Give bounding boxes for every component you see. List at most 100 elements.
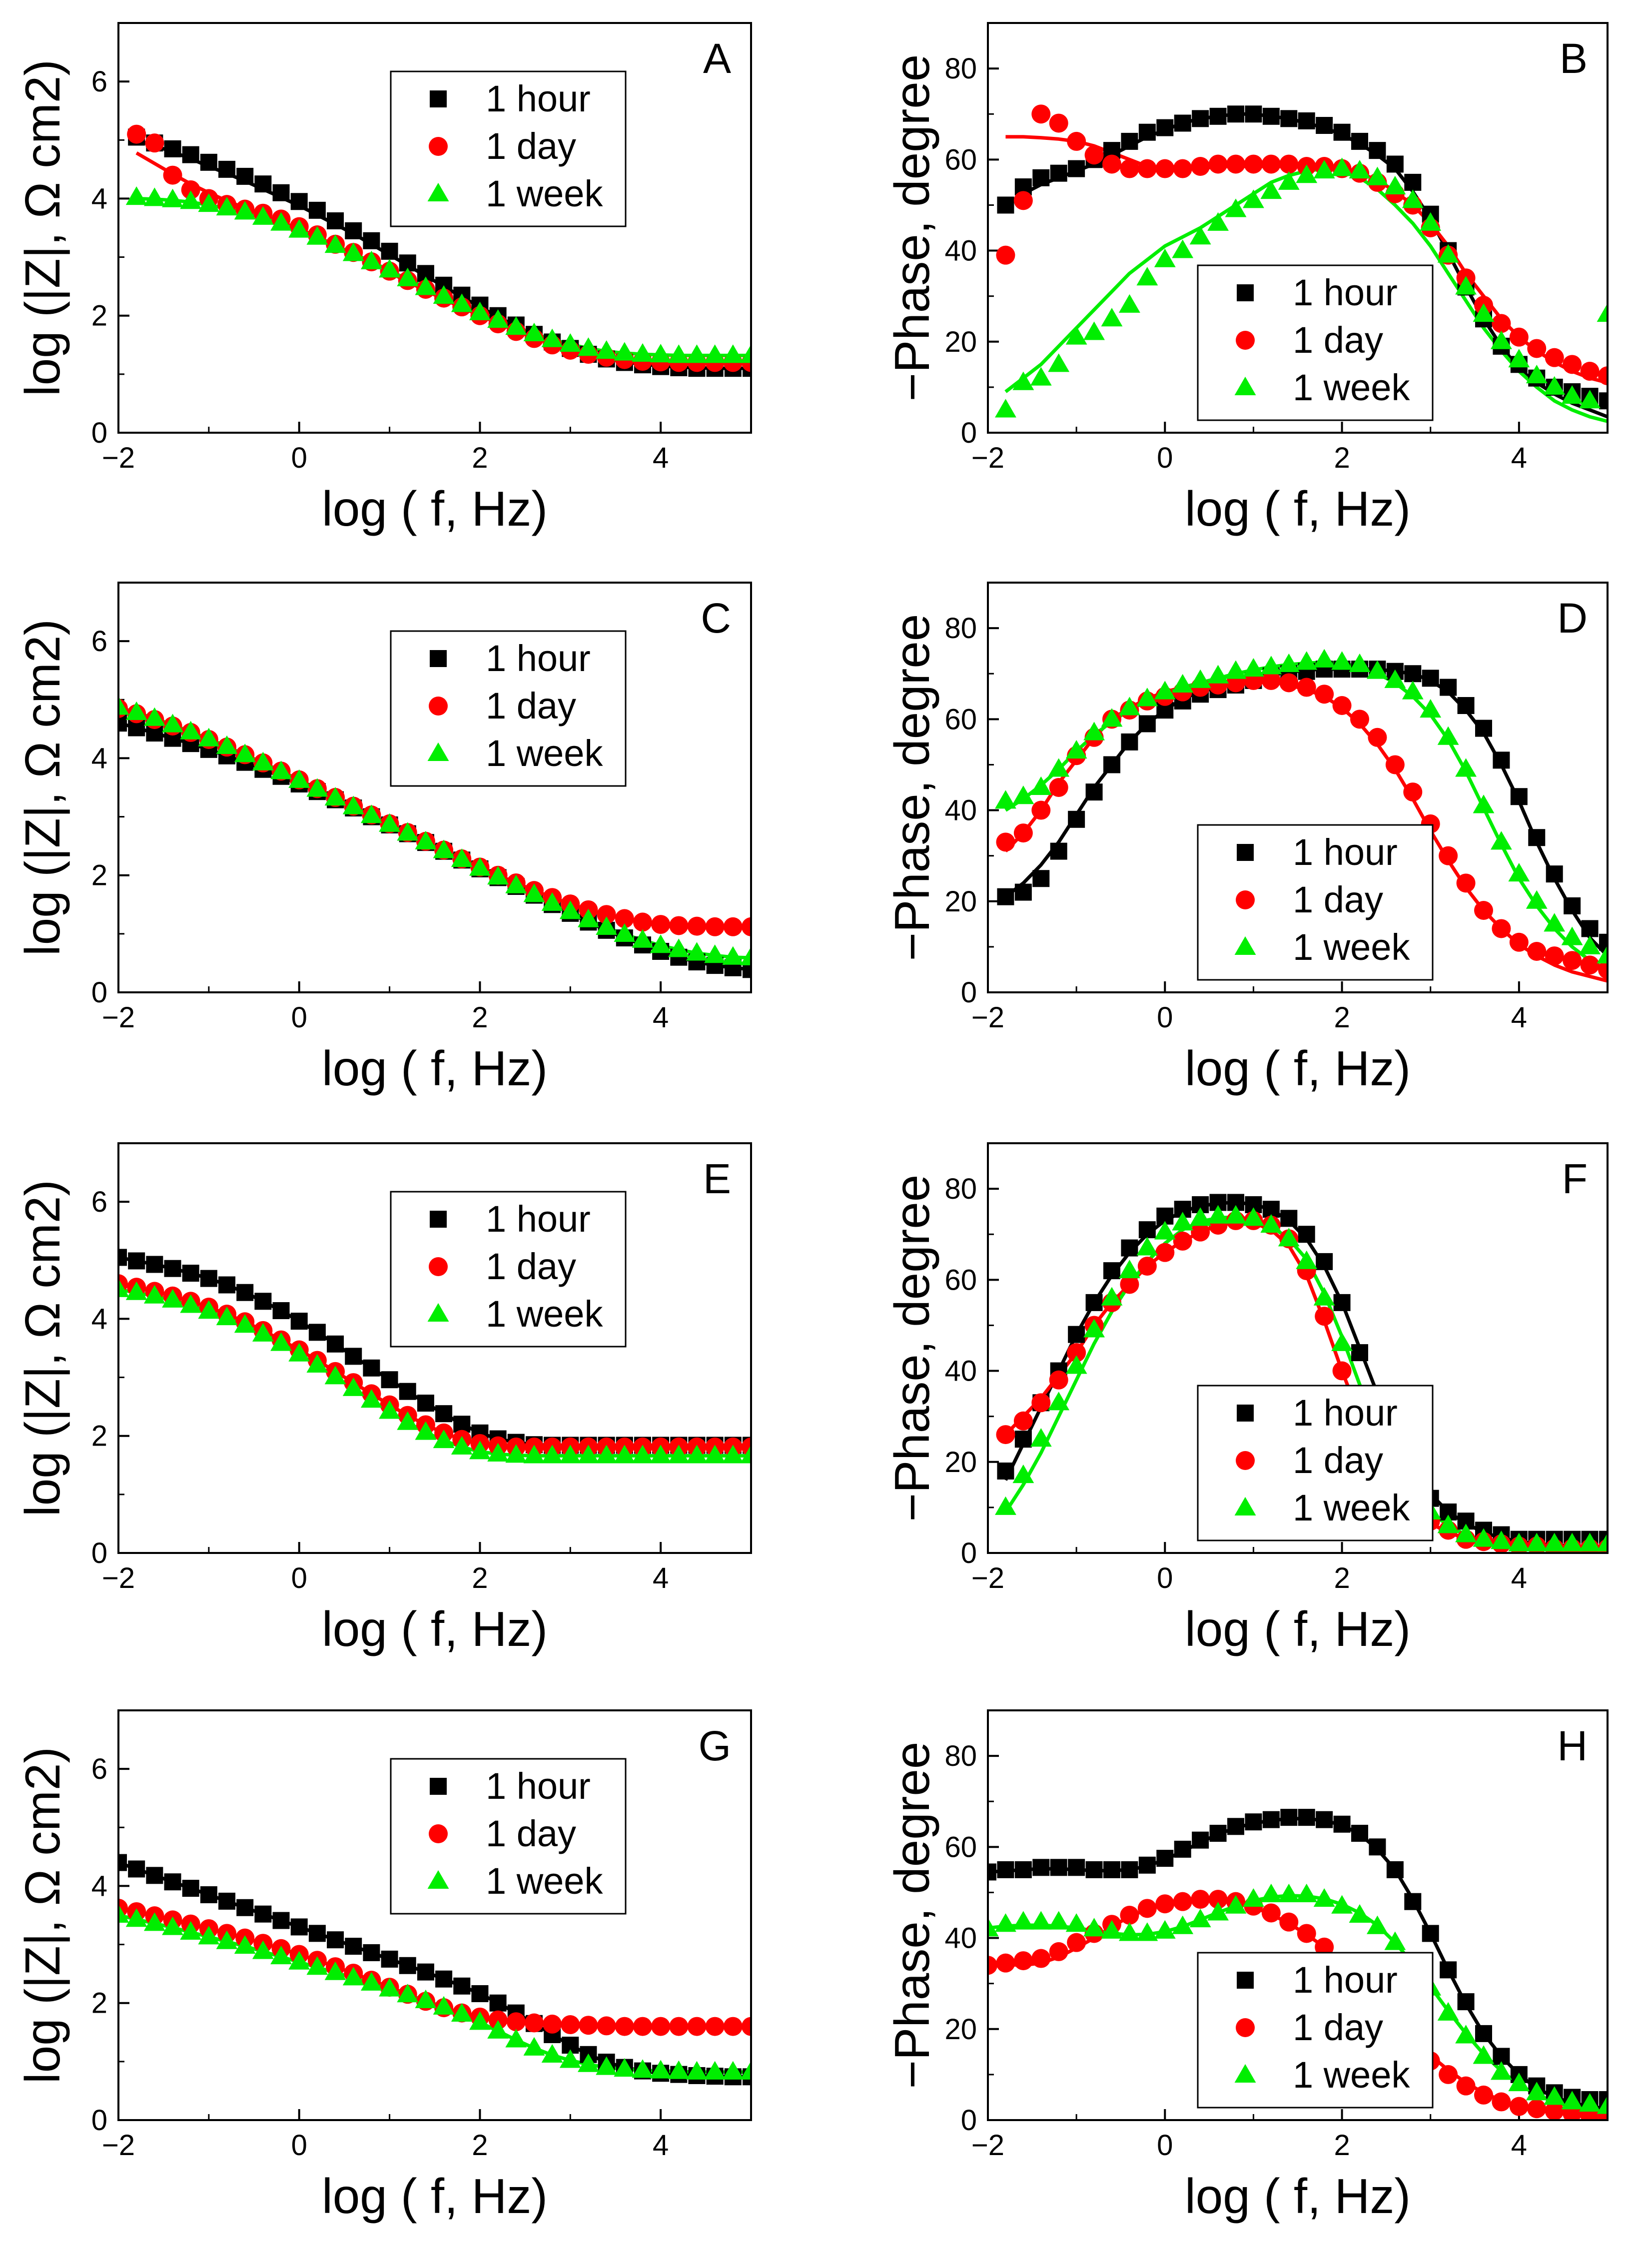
data-point-1-week bbox=[1544, 913, 1566, 932]
legend-label: 1 hour bbox=[1293, 1392, 1398, 1434]
legend-marker-1-hour bbox=[430, 1211, 447, 1228]
data-point-1-day bbox=[742, 917, 751, 936]
data-point-1-hour bbox=[1280, 1809, 1298, 1826]
data-point-1-week bbox=[1526, 2082, 1548, 2101]
x-axis-title-text: log ( f, Hz) bbox=[322, 1041, 548, 1096]
data-point-1-week bbox=[1119, 1259, 1140, 1279]
data-point-1-hour bbox=[417, 1395, 434, 1412]
data-point-1-week bbox=[650, 344, 672, 363]
data-point-1-week bbox=[360, 1972, 382, 1991]
data-point-1-day bbox=[1049, 113, 1068, 133]
data-point-1-day bbox=[1137, 1257, 1157, 1276]
data-point-1-week bbox=[270, 1946, 292, 1965]
data-point-1-hour bbox=[1457, 1993, 1475, 2011]
data-point-1-week bbox=[1331, 651, 1353, 670]
y-tick-label: 80 bbox=[944, 52, 977, 85]
x-tick-label: 4 bbox=[653, 1001, 669, 1034]
data-point-1-week bbox=[143, 187, 165, 206]
x-tick-label: 2 bbox=[1334, 1001, 1350, 1034]
data-point-1-week bbox=[1313, 649, 1335, 668]
data-point-1-week bbox=[1207, 212, 1229, 231]
plot-frame bbox=[117, 1709, 752, 2121]
legend-label: 1 day bbox=[486, 1813, 576, 1854]
data-point-1-week bbox=[995, 1496, 1016, 1515]
data-point-1-hour bbox=[1156, 119, 1174, 136]
data-point-1-week bbox=[342, 795, 364, 814]
data-point-1-day bbox=[1031, 800, 1051, 820]
x-tick-label: 0 bbox=[291, 2129, 307, 2162]
data-point-1-hour bbox=[1121, 733, 1138, 751]
data-point-1-day bbox=[723, 2017, 743, 2036]
data-point-1-day bbox=[1527, 942, 1547, 961]
data-point-1-week bbox=[559, 1445, 581, 1464]
legend-marker-1-hour bbox=[430, 90, 447, 107]
data-point-1-day bbox=[1368, 728, 1387, 747]
data-point-1-hour bbox=[1298, 1809, 1315, 1826]
data-point-1-week bbox=[397, 1411, 419, 1430]
data-point-1-week bbox=[1136, 1922, 1158, 1941]
y-tick-label: 2 bbox=[91, 859, 107, 892]
data-point-1-day bbox=[1527, 2099, 1547, 2119]
y-tick-label: 4 bbox=[91, 182, 107, 215]
data-point-1-day bbox=[1492, 314, 1511, 333]
x-tick-label: 4 bbox=[653, 442, 669, 474]
data-point-1-week bbox=[1296, 1250, 1318, 1269]
x-tick-label: −2 bbox=[102, 1001, 135, 1034]
data-point-1-day bbox=[651, 915, 671, 934]
data-point-1-week bbox=[650, 934, 672, 953]
data-point-1-week bbox=[740, 344, 751, 363]
data-point-1-hour bbox=[272, 1912, 290, 1929]
y-tick-label: 20 bbox=[944, 326, 977, 358]
data-point-1-hour bbox=[1262, 107, 1280, 125]
data-point-1-week bbox=[469, 2011, 491, 2030]
data-point-1-week bbox=[342, 242, 364, 261]
data-point-1-week bbox=[1296, 651, 1318, 670]
data-point-1-hour bbox=[399, 1383, 416, 1400]
x-tick-label: 2 bbox=[472, 2129, 488, 2162]
data-point-1-hour bbox=[1298, 1226, 1315, 1243]
data-point-1-day bbox=[615, 909, 634, 928]
legend: 1 hour 1 day 1 week bbox=[1197, 824, 1434, 981]
x-tick-label: 0 bbox=[1157, 1001, 1173, 1034]
data-point-1-day bbox=[988, 1956, 997, 1975]
data-point-1-day bbox=[705, 2017, 725, 2036]
data-point-1-week bbox=[1473, 1528, 1495, 1547]
data-point-1-hour bbox=[1404, 173, 1422, 191]
data-point-1-hour bbox=[1138, 1221, 1156, 1239]
x-tick-label: 0 bbox=[1157, 1562, 1173, 1594]
legend: 1 hour 1 day 1 week bbox=[390, 1191, 627, 1348]
y-tick-label: 80 bbox=[944, 1173, 977, 1205]
data-point-1-week bbox=[740, 946, 751, 965]
legend-label: 1 week bbox=[1293, 1487, 1410, 1528]
data-point-1-week bbox=[1384, 669, 1406, 688]
data-point-1-week bbox=[288, 769, 310, 788]
data-point-1-week bbox=[1508, 1532, 1530, 1551]
data-point-1-week bbox=[523, 883, 545, 902]
data-point-1-day bbox=[1049, 778, 1068, 797]
data-point-1-hour bbox=[1085, 1294, 1103, 1311]
data-point-1-hour bbox=[1103, 1861, 1120, 1878]
data-point-1-hour bbox=[1085, 1861, 1103, 1878]
data-point-1-week bbox=[1508, 349, 1530, 368]
data-point-1-week bbox=[1455, 276, 1477, 295]
plot-frame bbox=[117, 1142, 752, 1554]
data-point-1-week bbox=[632, 2059, 654, 2078]
data-point-1-week bbox=[360, 804, 382, 823]
data-point-1-week bbox=[578, 2053, 599, 2072]
data-point-1-week bbox=[1119, 697, 1140, 716]
data-point-1-week bbox=[1154, 681, 1176, 700]
x-tick-label: 0 bbox=[291, 442, 307, 474]
legend-label: 1 day bbox=[1293, 2007, 1383, 2048]
data-point-1-day bbox=[1545, 2101, 1564, 2120]
legend-label: 1 week bbox=[486, 1860, 603, 1902]
data-point-1-hour bbox=[218, 1892, 236, 1910]
data-point-1-week bbox=[1561, 2091, 1583, 2110]
data-point-1-week bbox=[252, 751, 274, 770]
data-point-1-hour bbox=[345, 1938, 362, 1955]
data-point-1-week bbox=[1048, 353, 1070, 372]
data-point-1-week bbox=[433, 839, 455, 858]
plot-frame bbox=[117, 582, 752, 993]
data-point-1-week bbox=[487, 2020, 509, 2039]
